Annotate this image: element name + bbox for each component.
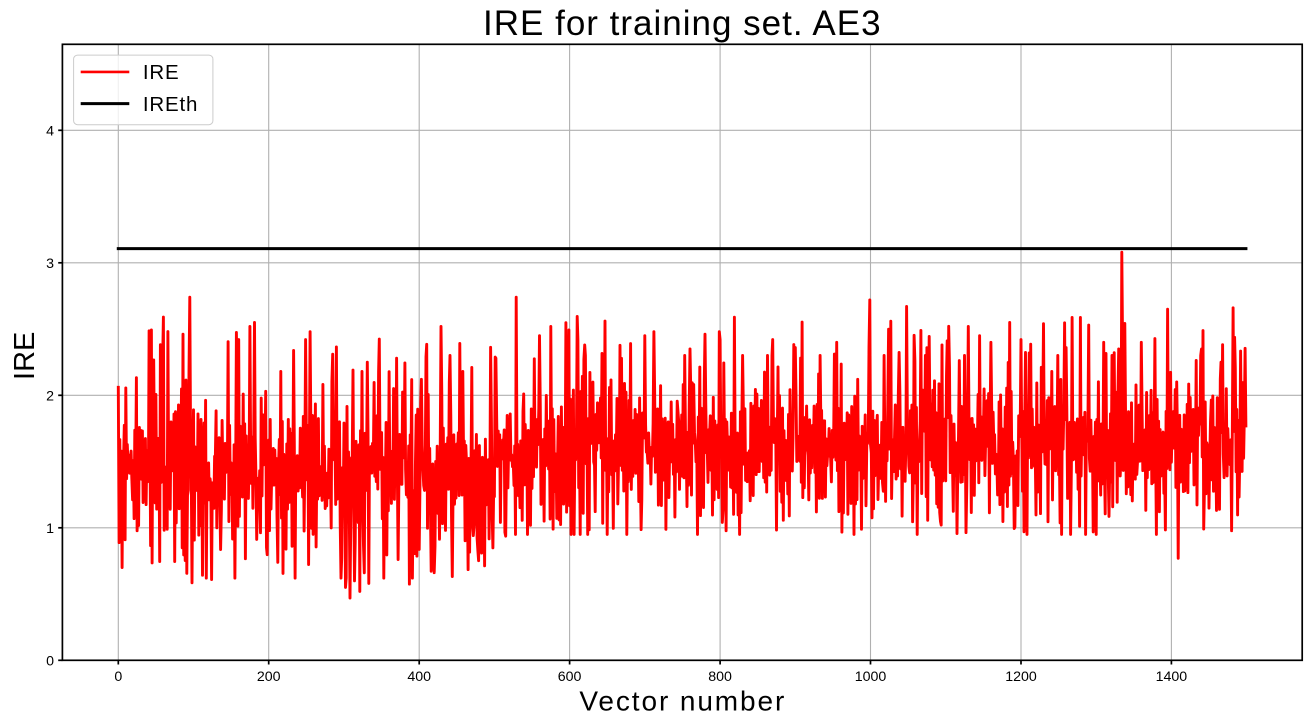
- svg-text:0: 0: [114, 669, 122, 685]
- svg-text:Vector number: Vector number: [579, 686, 786, 717]
- svg-text:1: 1: [46, 521, 54, 537]
- svg-text:0: 0: [46, 653, 54, 669]
- svg-text:200: 200: [257, 669, 281, 685]
- svg-text:4: 4: [46, 123, 54, 139]
- svg-text:2: 2: [46, 388, 54, 404]
- svg-text:IRE: IRE: [9, 332, 41, 380]
- svg-text:1000: 1000: [855, 669, 887, 685]
- svg-text:1400: 1400: [1156, 669, 1188, 685]
- svg-text:IREth: IREth: [143, 93, 198, 116]
- svg-text:IRE: IRE: [143, 61, 180, 84]
- svg-text:400: 400: [407, 669, 431, 685]
- svg-text:600: 600: [558, 669, 582, 685]
- svg-text:IRE for training set. AE3: IRE for training set. AE3: [483, 4, 882, 43]
- svg-text:800: 800: [708, 669, 732, 685]
- svg-text:1200: 1200: [1005, 669, 1037, 685]
- svg-text:3: 3: [46, 256, 54, 272]
